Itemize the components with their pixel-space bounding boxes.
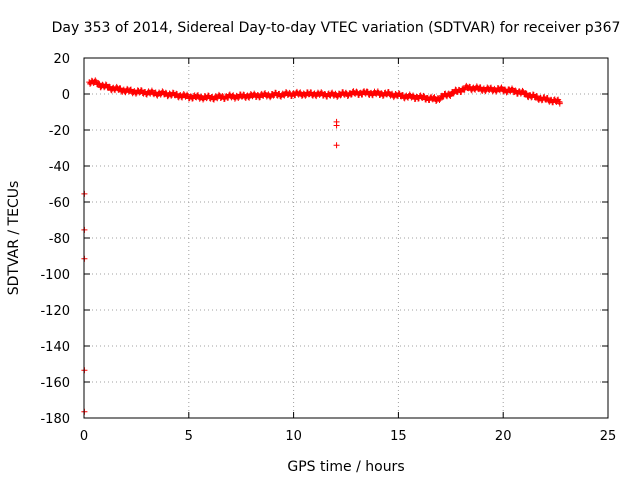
data-point (87, 80, 94, 87)
data-point (410, 92, 417, 99)
data-point (302, 92, 309, 99)
grid-lines (84, 58, 608, 418)
y-tick-label: -180 (40, 412, 70, 427)
x-axis-label: GPS time / hours (287, 459, 404, 475)
data-point (343, 89, 349, 96)
y-tick-label: -160 (40, 376, 70, 391)
y-tick-label: -120 (40, 304, 70, 319)
y-tick-label: -80 (49, 232, 70, 247)
y-tick-label: -100 (40, 268, 70, 283)
chart-title: Day 353 of 2014, Sidereal Day-to-day VTE… (52, 20, 621, 36)
outlier-point (333, 122, 340, 129)
data-point (420, 92, 427, 99)
y-tick-label: -20 (49, 124, 70, 139)
y-tick-label: -40 (49, 160, 70, 175)
data-point (102, 81, 109, 88)
data-point (168, 92, 175, 99)
data-point (200, 96, 207, 103)
data-point (215, 91, 222, 98)
data-point (556, 99, 563, 106)
data-point (318, 89, 325, 96)
data-point (235, 94, 242, 101)
x-tick-label: 20 (495, 429, 512, 444)
data-point (251, 90, 258, 97)
data-point (337, 92, 344, 99)
x-tick-label: 10 (285, 429, 302, 444)
data-point (334, 93, 341, 100)
data-point (267, 94, 274, 101)
data-point (184, 91, 191, 98)
y-tick-label: 20 (53, 52, 70, 67)
x-tick-label: 0 (80, 429, 88, 444)
data-point (95, 80, 102, 87)
data-point (509, 85, 516, 92)
data-point (286, 89, 293, 96)
y-tick-label: -140 (40, 340, 70, 355)
data-point (374, 88, 381, 95)
data-points (81, 77, 563, 415)
data-point (512, 87, 519, 94)
data-point (92, 77, 99, 84)
plot-frame (83, 57, 609, 419)
x-tick-label: 25 (600, 429, 617, 444)
axis-ticks: 0 5 10 15 20 25 20 0 -20 -40 -60 -80 -100 -120 -140 -16… (40, 52, 616, 444)
outlier-point (333, 142, 340, 149)
x-tick-label: 15 (390, 429, 407, 444)
y-tick-label: 0 (62, 88, 70, 103)
data-point (522, 90, 529, 97)
data-point (132, 90, 139, 97)
y-tick-label: -60 (49, 196, 70, 211)
data-point (519, 87, 526, 94)
data-point (436, 97, 443, 104)
x-tick-label: 5 (185, 429, 193, 444)
data-point (353, 88, 360, 95)
y-axis-label: SDTVAR / TECUs (6, 181, 22, 296)
